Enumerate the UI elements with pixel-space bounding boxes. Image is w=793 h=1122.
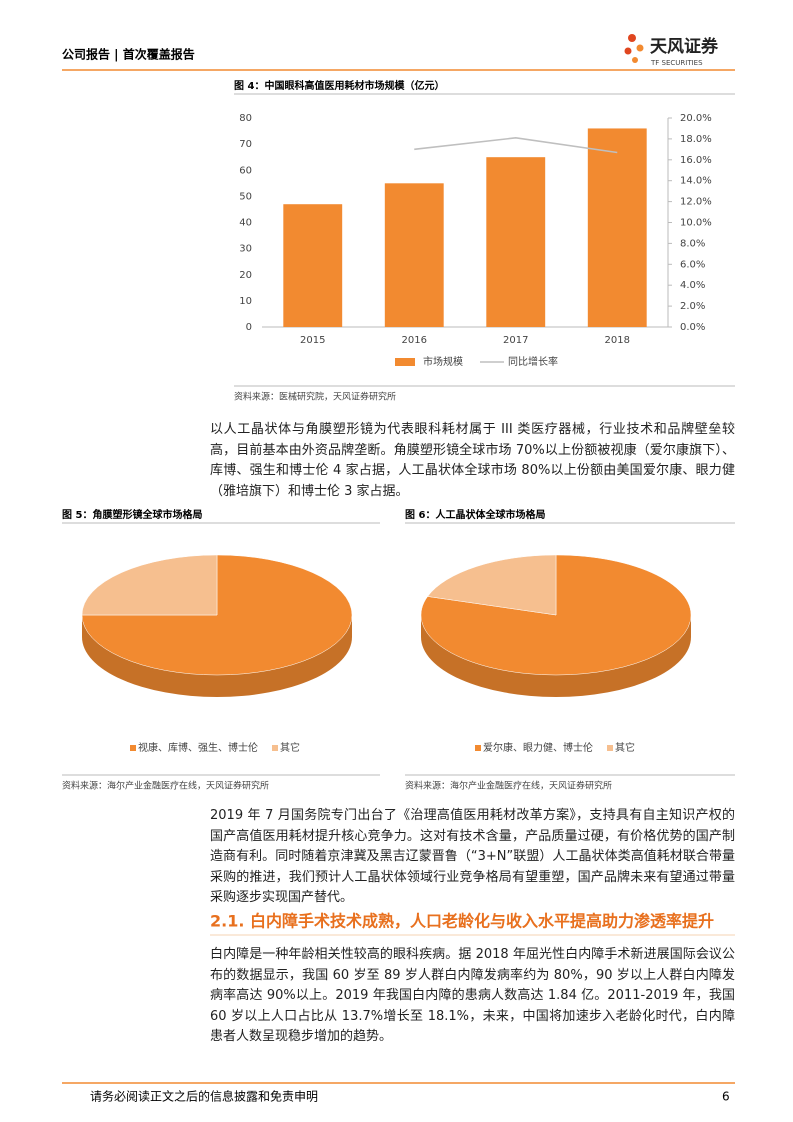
pie-slice bbox=[81, 554, 218, 616]
legend-swatch bbox=[272, 745, 278, 751]
y-tick-label: 40 bbox=[239, 218, 252, 229]
y2-tick-label: 8.0% bbox=[680, 238, 705, 249]
figure-title: 图 4：中国眼科高值医用耗材市场规模（亿元） bbox=[234, 79, 444, 92]
y2-tick-label: 16.0% bbox=[680, 155, 712, 166]
y-tick-label: 80 bbox=[239, 113, 252, 124]
paragraph: 2019 年 7 月国务院专门出台了《治理高值医用耗材改革方案》，支持具有自主知… bbox=[210, 808, 735, 905]
logo-subtext: TF SECURITIES bbox=[650, 59, 703, 67]
bar bbox=[486, 157, 546, 327]
y2-tick-label: 0.0% bbox=[680, 322, 705, 333]
figure-title: 图 5：角膜塑形镜全球市场格局 bbox=[62, 508, 202, 521]
figure-source: 资料来源：医械研究院，天风证券研究所 bbox=[234, 391, 396, 403]
y2-tick-label: 18.0% bbox=[680, 134, 712, 145]
figure-title: 图 6：人工晶状体全球市场格局 bbox=[405, 508, 545, 521]
bar bbox=[384, 183, 444, 327]
y2-tick-label: 4.0% bbox=[680, 280, 705, 291]
bar bbox=[283, 204, 343, 327]
pie-slice bbox=[427, 554, 557, 616]
y-tick-label: 0 bbox=[246, 322, 252, 333]
paragraph: 以人工晶状体与角膜塑形镜为代表眼科耗材属于 III 类医疗器械，行业技术和品牌壁… bbox=[210, 422, 735, 499]
y2-tick-label: 10.0% bbox=[680, 218, 712, 229]
x-tick-label: 2017 bbox=[503, 335, 528, 346]
legend-label: 爱尔康、眼力健、博士伦 bbox=[483, 741, 593, 754]
y2-tick-label: 12.0% bbox=[680, 197, 712, 208]
bar bbox=[587, 128, 647, 327]
y-tick-label: 10 bbox=[239, 296, 252, 307]
y2-tick-label: 20.0% bbox=[680, 113, 712, 124]
line-series bbox=[414, 137, 618, 154]
y2-tick-label: 2.0% bbox=[680, 301, 705, 312]
section-heading: 2.1. 白内障手术技术成熟，人口老龄化与收入水平提高助力渗透率提升 bbox=[210, 912, 714, 931]
figure-source: 资料来源：海尔产业金融医疗在线，天风证券研究所 bbox=[405, 780, 612, 792]
logo-icon bbox=[624, 34, 644, 63]
logo-text: 天风证券 bbox=[650, 36, 719, 57]
legend-swatch bbox=[395, 358, 415, 366]
legend-label: 视康、库博、强生、博士伦 bbox=[138, 741, 258, 754]
y-tick-label: 70 bbox=[239, 139, 252, 150]
legend-label: 其它 bbox=[615, 741, 635, 754]
legend-label: 同比增长率 bbox=[508, 355, 558, 368]
legend-swatch bbox=[130, 745, 136, 751]
page-number: 6 bbox=[722, 1090, 730, 1104]
x-tick-label: 2016 bbox=[402, 335, 427, 346]
y-tick-label: 50 bbox=[239, 191, 252, 202]
y-tick-label: 30 bbox=[239, 244, 252, 255]
header-title: 公司报告 | 首次覆盖报告 bbox=[62, 47, 195, 62]
y-tick-label: 20 bbox=[239, 270, 252, 281]
y2-tick-label: 14.0% bbox=[680, 176, 712, 187]
legend-swatch bbox=[475, 745, 481, 751]
legend-swatch bbox=[607, 745, 613, 751]
y2-tick-label: 6.0% bbox=[680, 259, 705, 270]
footer-disclaimer: 请务必阅读正文之后的信息披露和免责申明 bbox=[90, 1089, 318, 1104]
legend-label: 市场规模 bbox=[423, 355, 463, 368]
x-tick-label: 2015 bbox=[300, 335, 325, 346]
figure-source: 资料来源：海尔产业金融医疗在线，天风证券研究所 bbox=[62, 780, 269, 792]
x-tick-label: 2018 bbox=[605, 335, 630, 346]
y-tick-label: 60 bbox=[239, 165, 252, 176]
legend-label: 其它 bbox=[280, 741, 300, 754]
paragraph: 白内障是一种年龄相关性较高的眼科疾病。据 2018 年屈光性白内障手术新进展国际… bbox=[210, 947, 735, 1044]
